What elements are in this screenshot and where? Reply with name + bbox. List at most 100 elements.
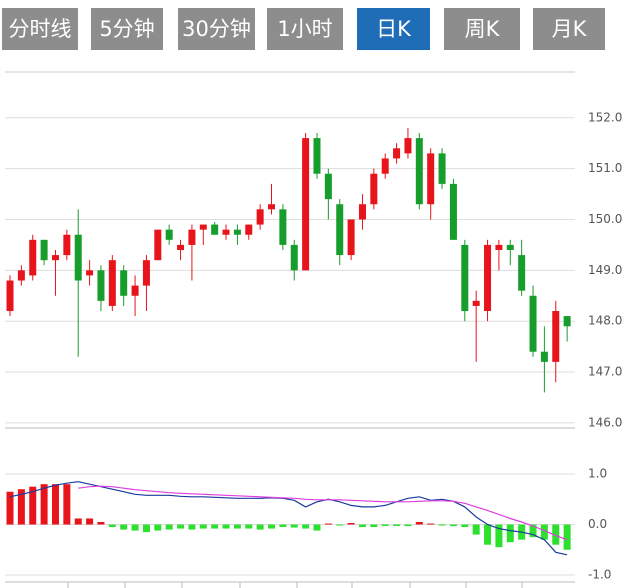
- x-ticks: [67, 582, 523, 588]
- macd-bar: [336, 524, 344, 526]
- candle-body: [165, 229, 173, 240]
- tab[interactable]: 分时线: [2, 8, 78, 50]
- macd-bar: [40, 484, 48, 525]
- tab[interactable]: 日K: [357, 8, 430, 50]
- candle-body: [279, 209, 287, 245]
- candle-body: [449, 183, 457, 240]
- candle-body: [6, 280, 14, 312]
- y-tick-label: 149.0: [588, 263, 622, 277]
- macd-bar: [63, 484, 71, 525]
- macd-bar: [313, 524, 321, 531]
- candle-body: [86, 270, 94, 276]
- macd-bar: [506, 524, 514, 543]
- macd-bar: [347, 523, 355, 525]
- tab[interactable]: 月K: [533, 8, 605, 50]
- candle-body: [177, 244, 185, 250]
- macd-bar: [415, 522, 423, 525]
- macd-bar: [97, 522, 105, 525]
- macd-bar: [484, 524, 492, 545]
- candle-body: [131, 285, 139, 296]
- y-tick-label: 152.0: [588, 110, 622, 124]
- macd-bar: [404, 524, 412, 527]
- macd-bar: [177, 524, 185, 529]
- y-tick-label: -1.0: [588, 567, 611, 581]
- candle-body: [529, 295, 537, 352]
- candle-body: [108, 260, 116, 306]
- macd-bar: [268, 524, 276, 529]
- macd-bar: [393, 524, 401, 527]
- candle-body: [211, 224, 219, 235]
- candle-body: [188, 229, 196, 245]
- candle-body: [358, 204, 366, 220]
- macd-bar: [279, 524, 287, 528]
- y-tick-label: 148.0: [588, 314, 622, 328]
- candle-body: [461, 244, 469, 312]
- candle-body: [427, 153, 435, 205]
- candle-body: [199, 224, 207, 230]
- candle-body: [506, 244, 514, 250]
- candle-body: [438, 153, 446, 184]
- macd-bar: [6, 491, 14, 525]
- candle-body: [324, 173, 332, 200]
- macd-bar: [449, 524, 457, 527]
- candle-body: [142, 260, 150, 286]
- candle-body: [540, 351, 548, 362]
- candle-body: [120, 270, 128, 296]
- candle-body: [222, 229, 230, 235]
- macd-bar: [290, 524, 298, 528]
- y-tick-label: 146.0: [588, 415, 622, 429]
- candle-body: [381, 158, 389, 174]
- macd-bar: [370, 524, 378, 528]
- macd-bar: [51, 484, 59, 525]
- tab[interactable]: 30分钟: [178, 8, 255, 50]
- macd-bar: [472, 524, 480, 535]
- macd-line: [9, 481, 568, 556]
- candle-body: [233, 229, 241, 235]
- candle-body: [245, 224, 253, 235]
- candle-body: [472, 300, 480, 306]
- y-tick-label: 150.0: [588, 212, 622, 226]
- tab[interactable]: 周K: [444, 8, 520, 50]
- macd-bar: [29, 486, 37, 525]
- macd-bar: [199, 524, 207, 529]
- candle-body: [63, 234, 71, 256]
- candle-body: [256, 209, 264, 225]
- candle-body: [40, 239, 48, 261]
- candle-body: [347, 219, 355, 256]
- y-tick-label: 147.0: [588, 365, 622, 379]
- candle-body: [495, 244, 503, 250]
- candle-body: [97, 270, 105, 301]
- candle-body: [29, 239, 37, 276]
- macd-bar: [154, 524, 162, 531]
- macd-bar: [427, 523, 435, 525]
- macd-bar: [222, 524, 230, 529]
- macd-bar: [165, 524, 173, 530]
- candle-body: [415, 138, 423, 205]
- macd-bar: [108, 524, 116, 528]
- macd-bar: [461, 524, 469, 528]
- candle-body: [563, 316, 571, 327]
- macd-bar: [211, 524, 219, 529]
- candle-body: [484, 244, 492, 312]
- y-tick-label: 0.0: [588, 517, 607, 531]
- candle-body: [268, 204, 276, 210]
- candle-body: [154, 229, 162, 261]
- y-tick-label: 151.0: [588, 161, 622, 175]
- tab[interactable]: 5分钟: [91, 8, 163, 50]
- candle-body: [74, 234, 82, 281]
- candle-body: [290, 244, 298, 271]
- candle-body: [393, 148, 401, 159]
- candle-body: [51, 255, 59, 261]
- candle-body: [518, 255, 526, 291]
- macd-bar: [358, 524, 366, 528]
- macd-bar: [529, 524, 537, 538]
- candle-body: [17, 270, 25, 281]
- macd-bar: [438, 524, 446, 526]
- macd-bar: [540, 524, 548, 540]
- tab[interactable]: 1小时: [267, 8, 343, 50]
- macd-bar: [120, 524, 128, 530]
- candle-body: [404, 138, 412, 154]
- macd-bar: [233, 524, 241, 529]
- macd-bar: [324, 523, 332, 525]
- macd-bar: [86, 518, 94, 525]
